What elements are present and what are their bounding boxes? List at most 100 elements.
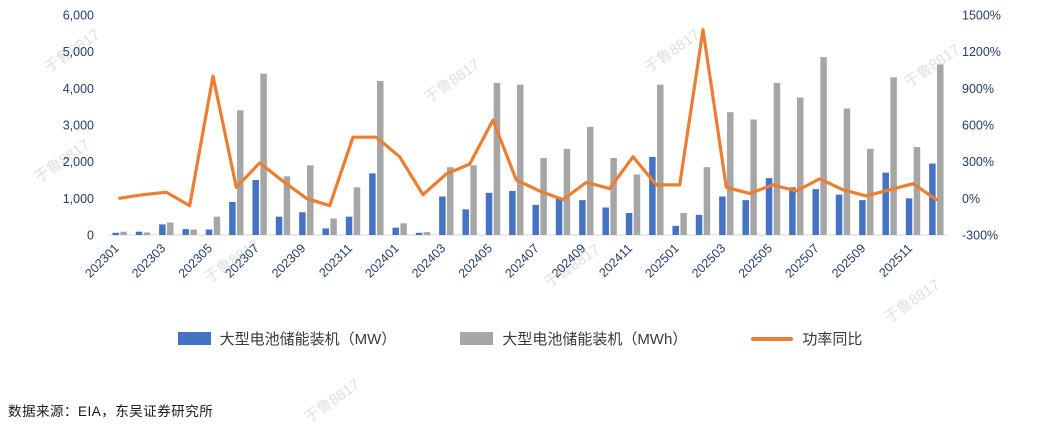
mwh-bar	[750, 119, 757, 235]
left-axis-tick: 2,000	[63, 155, 94, 169]
mw-bar	[509, 191, 516, 235]
data-source-note: 数据来源：EIA，东吴证券研究所	[8, 404, 214, 419]
x-axis-tick: 202305	[176, 241, 215, 280]
mw-bar	[765, 178, 773, 235]
x-axis-tick: 202407	[502, 241, 541, 280]
x-axis-tick: 202509	[829, 241, 868, 280]
mw-bar	[602, 207, 609, 235]
mw-bar	[229, 202, 236, 235]
x-axis-tick: 202405	[456, 241, 495, 280]
mw-bar	[112, 232, 119, 235]
mw-bar	[369, 173, 376, 235]
mw-bar	[205, 229, 213, 235]
right-axis-tick: 300%	[962, 155, 994, 169]
mw-bar	[859, 200, 866, 235]
mwh-bar	[493, 82, 501, 235]
mw-bar	[579, 200, 586, 235]
left-axis-tick: 0	[87, 229, 94, 243]
right-axis-tick: 0%	[962, 192, 980, 206]
mwh-bar	[587, 126, 594, 235]
mwh-bar	[377, 81, 384, 235]
x-axis-tick: 202505	[736, 241, 775, 280]
mwh-bar	[213, 216, 221, 235]
mwh-bar	[423, 232, 431, 235]
mw-bar	[812, 189, 819, 235]
mw-bar-swatch	[177, 332, 211, 345]
mwh-bar-swatch	[460, 332, 494, 345]
chart-svg: 0 1,000 2,000 3,000 4,000 5,000 6,000 -300% 0% 30…	[63, 9, 1001, 281]
mw-bar	[439, 196, 446, 235]
mw-bar	[532, 204, 539, 235]
mwh-bar	[890, 77, 897, 235]
legend-item-mwh: 大型电池储能装机（MWh）	[460, 328, 687, 349]
x-axis-tick: 202401	[362, 241, 401, 280]
mw-bar	[392, 227, 399, 235]
yoy-line	[118, 28, 938, 208]
mw-bar	[625, 213, 633, 235]
legend-label-yoy: 功率同比	[802, 331, 863, 348]
mwh-bar	[190, 229, 197, 235]
mwh-bar	[633, 174, 641, 235]
combo-chart: 0 1,000 2,000 3,000 4,000 5,000 6,000 -300% 0% 30…	[63, 9, 1001, 281]
x-axis-tick: 202501	[642, 241, 681, 280]
mw-bar	[275, 216, 283, 235]
left-axis-tick: 5,000	[63, 45, 94, 59]
legend: 大型电池储能装机（MW） 大型电池储能装机（MWh） 功率同比	[0, 328, 1040, 349]
right-axis-tick: 900%	[962, 82, 994, 96]
mw-bar	[882, 172, 889, 235]
mwh-bar	[283, 176, 291, 235]
legend-item-yoy: 功率同比	[751, 328, 862, 349]
x-axis-tick: 202411	[596, 241, 635, 280]
mw-bar	[299, 212, 306, 235]
mwh-bar	[843, 108, 851, 235]
x-axis-tick: 202301	[82, 241, 121, 280]
x-axis-tick: 202303	[129, 241, 168, 280]
left-axis-tick: 3,000	[63, 119, 94, 133]
right-axis-tick: 1200%	[962, 45, 1001, 59]
mwh-bar	[400, 223, 407, 235]
mw-bar	[672, 225, 679, 235]
left-axis-tick: 6,000	[63, 9, 94, 23]
mwh-bar	[330, 218, 337, 235]
mw-bar	[485, 192, 493, 235]
mw-bar	[905, 198, 913, 235]
mw-bar	[719, 196, 726, 235]
x-axis-tick: 202503	[689, 241, 728, 280]
mwh-bar	[517, 84, 524, 236]
mw-bar	[462, 209, 469, 235]
mwh-bar	[867, 148, 874, 235]
watermark: 于鲁8817	[301, 376, 364, 427]
mwh-bar	[773, 82, 781, 235]
x-axis-tick: 202309	[269, 241, 308, 280]
mwh-bar	[167, 222, 174, 235]
mwh-bar	[540, 158, 547, 235]
mwh-bar	[120, 231, 127, 235]
mw-bar	[159, 224, 166, 235]
x-axis-tick: 202307	[222, 241, 261, 280]
mwh-bar	[727, 112, 734, 235]
mw-bar	[789, 187, 796, 235]
right-axis-tick: 600%	[962, 119, 994, 133]
mwh-bar	[610, 158, 617, 235]
mw-bar	[345, 216, 353, 235]
mwh-bar	[470, 165, 477, 235]
left-axis-tick: 1,000	[63, 192, 94, 206]
mwh-bar	[703, 167, 711, 235]
mw-bar	[555, 198, 563, 235]
mw-bar	[252, 180, 259, 235]
legend-label-mw: 大型电池储能装机（MW）	[219, 331, 397, 348]
mwh-bar	[797, 97, 804, 235]
x-axis-tick: 202409	[549, 241, 588, 280]
mw-bar	[695, 214, 703, 235]
mw-bar	[182, 229, 189, 235]
mwh-bar	[260, 73, 267, 236]
mwh-bar	[680, 213, 687, 235]
mwh-bar	[447, 167, 454, 235]
x-axis-tick: 202507	[782, 241, 821, 280]
x-axis-tick: 202511	[876, 241, 915, 280]
legend-label-mwh: 大型电池储能装机（MWh）	[502, 331, 688, 348]
mw-bar	[835, 194, 843, 235]
right-axis-tick: 1500%	[962, 9, 1001, 23]
x-axis-tick: 202403	[409, 241, 448, 280]
